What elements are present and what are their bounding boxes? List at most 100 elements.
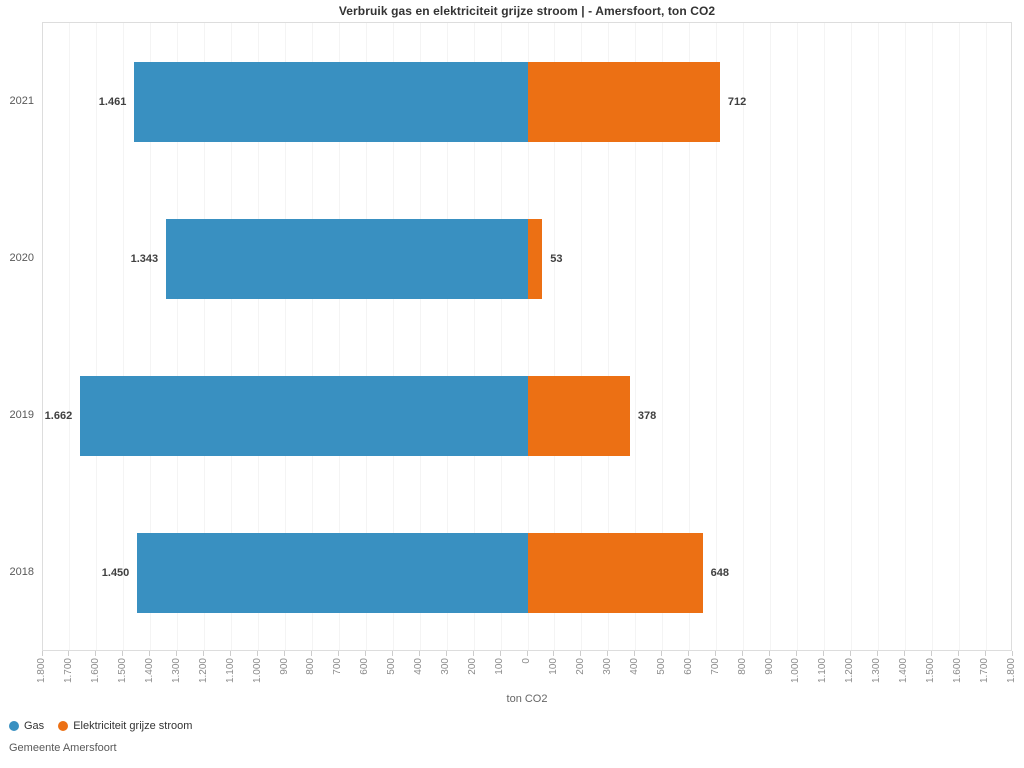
value-label-elektriciteit-grijze-stroom-2018: 648	[710, 567, 729, 580]
bar-elektriciteit-grijze-stroom-2018[interactable]	[528, 533, 703, 614]
x-axis-tick-label: 200	[467, 658, 479, 675]
x-axis-tick	[769, 651, 770, 656]
x-axis-tick	[607, 651, 609, 656]
gridline	[473, 23, 475, 650]
x-axis-tick	[553, 651, 555, 656]
gridline	[204, 23, 206, 650]
x-axis-tick	[176, 651, 178, 656]
bar-elektriciteit-grijze-stroom-2020[interactable]	[528, 218, 543, 299]
gridline	[689, 23, 691, 650]
x-axis-tick-label: 700	[332, 658, 344, 675]
gridline	[285, 23, 286, 650]
x-axis-tick-label: 300	[440, 658, 452, 675]
x-axis-tick	[1011, 651, 1013, 656]
x-axis-tick-label: 1.700	[62, 658, 74, 684]
gridline	[635, 23, 637, 650]
x-axis-tick-label: 1.800	[36, 658, 47, 684]
gridline	[258, 23, 260, 650]
x-axis-tick-label: 1.200	[197, 658, 209, 684]
legend-item-label: Gas	[24, 720, 45, 732]
legend-swatch-icon	[9, 721, 19, 731]
bar-elektriciteit-grijze-stroom-2019[interactable]	[528, 376, 630, 457]
x-axis-tick-label: 500	[655, 658, 667, 675]
x-axis-tick-label: 800	[736, 658, 748, 675]
x-axis-title: ton CO2	[506, 693, 548, 705]
x-axis-tick-label: 1.100	[817, 658, 829, 684]
x-axis-tick	[903, 651, 905, 656]
source-label: Gemeente Amersfoort	[9, 742, 117, 754]
x-axis-tick-label: 500	[386, 658, 398, 675]
gridline	[311, 23, 313, 650]
x-axis-tick	[41, 651, 43, 656]
value-label-gas-2020: 1.343	[130, 252, 159, 265]
gridline	[338, 23, 340, 650]
x-axis-tick-label: 800	[305, 658, 317, 675]
x-axis-tick	[203, 651, 205, 656]
value-label-gas-2021: 1.461	[98, 95, 127, 108]
x-axis-tick	[876, 651, 878, 656]
x-axis-tick-label: 100	[494, 658, 506, 675]
y-axis-label-2020: 2020	[9, 251, 34, 264]
x-axis-tick	[337, 651, 339, 656]
legend-item-elektriciteit-grijze-stroom[interactable]: Elektriciteit grijze stroom	[58, 720, 192, 732]
y-axis-label-2021: 2021	[9, 94, 34, 107]
x-axis-tick	[742, 651, 744, 656]
x-axis-tick-label: 1.600	[89, 658, 101, 684]
gridline	[365, 23, 367, 650]
legend-item-label: Elektriciteit grijze stroom	[73, 720, 193, 732]
gridline	[904, 23, 906, 650]
x-axis-tick	[445, 651, 447, 656]
gridline	[527, 23, 529, 650]
gridline	[716, 23, 718, 650]
gridline	[96, 23, 98, 650]
y-axis-label-2019: 2019	[9, 409, 34, 422]
x-axis-tick	[95, 651, 97, 656]
x-axis-tick	[957, 651, 959, 656]
x-axis-tick-label: 1.200	[844, 658, 856, 684]
x-axis-tick-label: 1.600	[952, 658, 964, 684]
x-axis-tick-label: 900	[278, 658, 290, 675]
chart-title: Verbruik gas en elektriciteit grijze str…	[338, 4, 716, 18]
bar-elektriciteit-grijze-stroom-2021[interactable]	[528, 61, 720, 142]
bar-gas-2018[interactable]	[137, 533, 528, 614]
gridline	[419, 23, 421, 650]
x-axis-tick-label: 400	[628, 658, 640, 675]
gridline	[770, 23, 771, 650]
gridline	[931, 23, 933, 650]
gridline	[796, 23, 798, 650]
gridline	[743, 23, 745, 650]
gridline	[877, 23, 879, 650]
gridline	[985, 23, 987, 650]
gridline	[850, 23, 852, 650]
gridline	[581, 23, 583, 650]
bar-gas-2020[interactable]	[166, 218, 528, 299]
x-axis-tick-label: 700	[709, 658, 721, 675]
gridline	[662, 23, 664, 650]
gridline	[69, 23, 71, 650]
x-axis-tick	[930, 651, 932, 656]
gridline	[231, 23, 233, 650]
x-axis-tick	[284, 651, 285, 656]
x-axis-tick-label: 900	[763, 658, 775, 675]
x-axis-tick-label: 1.000	[251, 658, 263, 684]
x-axis-tick	[68, 651, 70, 656]
x-axis-tick	[391, 651, 393, 656]
x-axis-tick-label: 1.000	[790, 658, 802, 684]
x-axis-tick-label: 1.500	[116, 658, 128, 684]
x-axis-tick	[230, 651, 232, 656]
legend-item-gas[interactable]: Gas	[9, 720, 44, 732]
value-label-elektriciteit-grijze-stroom-2021: 712	[727, 95, 747, 108]
x-axis-tick-label: 1.400	[898, 658, 910, 684]
value-label-gas-2019: 1.662	[44, 410, 73, 423]
x-axis-tick	[418, 651, 420, 656]
bar-gas-2021[interactable]	[134, 61, 528, 142]
x-axis-tick-label: 1.400	[143, 658, 155, 684]
x-axis-tick-label: 200	[574, 658, 586, 675]
x-axis-tick	[257, 651, 259, 656]
x-axis-tick	[364, 651, 366, 656]
x-axis-tick	[984, 651, 986, 656]
gridline	[823, 23, 825, 650]
bar-gas-2019[interactable]	[80, 376, 528, 457]
x-axis-tick-label: 300	[601, 658, 613, 675]
